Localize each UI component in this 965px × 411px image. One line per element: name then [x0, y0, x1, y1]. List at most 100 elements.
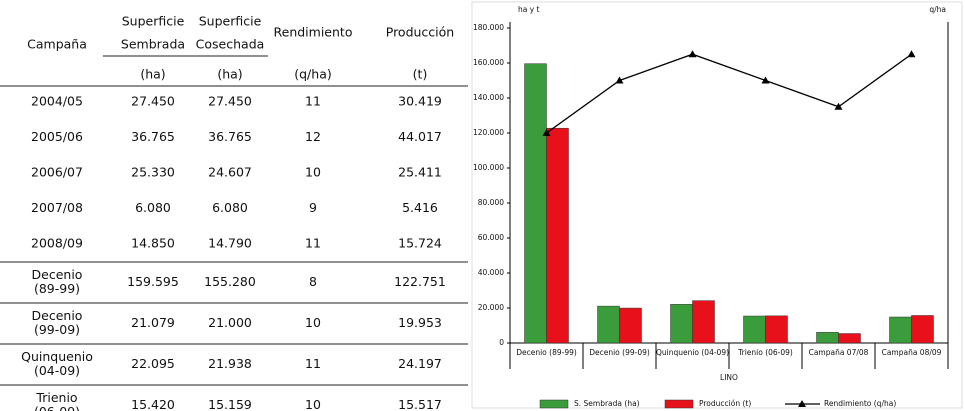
x-tick-label: Trienio (06-09) [737, 348, 793, 357]
unit: (q/ha) [294, 67, 331, 82]
bar [889, 316, 912, 344]
row-label: 2004/05 [31, 94, 83, 109]
cell: 12 [305, 129, 321, 144]
x-tick-label: Decenio (99-09) [589, 348, 650, 357]
unit: (ha) [217, 67, 242, 82]
cell: 24.197 [398, 356, 442, 371]
line-marker [542, 129, 551, 136]
row-label: 2006/07 [31, 165, 83, 180]
x-tick-label: Campaña 07/08 [809, 348, 869, 357]
cell: 15.724 [398, 236, 442, 251]
cell: 10 [305, 165, 321, 180]
row-label: 2008/09 [31, 236, 83, 251]
legend-swatch [539, 399, 569, 409]
y-tick-label: 160.000 [473, 58, 504, 67]
cell: 36.765 [131, 129, 175, 144]
legend-swatch [664, 399, 694, 409]
cell: 15.159 [208, 397, 252, 411]
cell: 44.017 [398, 129, 442, 144]
y-axis-title: ha y t [518, 5, 540, 14]
cell: 21.079 [131, 315, 175, 330]
cell: 159.595 [127, 274, 179, 289]
column-header: Cosechada [196, 37, 265, 52]
bar [838, 333, 861, 344]
bar [670, 304, 693, 344]
cell: 9 [309, 200, 317, 215]
cell: 122.751 [394, 274, 446, 289]
y-tick-label: 140.000 [473, 93, 504, 102]
bar [765, 315, 788, 344]
cell: 22.095 [131, 356, 175, 371]
y-tick-label: 0 [499, 338, 504, 347]
y-tick-label: 120.000 [473, 128, 504, 137]
y-tick-label: 20.000 [478, 303, 504, 312]
x-axis-title: LINO [720, 373, 738, 382]
y2-axis-title: q/ha [929, 5, 946, 14]
cell: 27.450 [131, 94, 175, 109]
legend-label: Producción (t) [699, 399, 751, 408]
column-header: Superficie [199, 14, 262, 29]
x-tick-label: Quinquenio (04-09) [656, 348, 729, 357]
cell: 8 [309, 274, 317, 289]
unit: (ha) [140, 67, 165, 82]
y-tick-label: 40.000 [478, 268, 504, 277]
cell: 25.411 [398, 165, 442, 180]
cell: 27.450 [208, 94, 252, 109]
unit: (t) [413, 67, 428, 82]
row-label: (99-09) [34, 322, 80, 337]
bar [692, 300, 715, 344]
y-tick-label: 80.000 [478, 198, 504, 207]
cell: 11 [305, 356, 321, 371]
legend-label: S. Sembrada (ha) [574, 399, 640, 408]
row-label: (04-09) [34, 363, 80, 378]
y-tick-label: 100.000 [473, 163, 504, 172]
bar [911, 315, 934, 344]
bar [743, 315, 766, 344]
x-tick-label: Decenio (89-99) [516, 348, 577, 357]
cell: 155.280 [204, 274, 256, 289]
cell: 30.419 [398, 94, 442, 109]
cell: 6.080 [212, 200, 248, 215]
y-tick-label: 60.000 [478, 233, 504, 242]
row-label: Trienio [35, 390, 77, 405]
column-header: Campaña [27, 37, 87, 52]
cell: 19.953 [398, 315, 442, 330]
row-label: Quinquenio [21, 349, 93, 364]
cell: 15.517 [398, 397, 442, 411]
line-marker [834, 102, 843, 110]
cell: 24.607 [208, 165, 252, 180]
cell: 21.000 [208, 315, 252, 330]
cell: 11 [305, 236, 321, 251]
row-label: (06-09) [34, 404, 80, 411]
line-marker [761, 76, 770, 84]
line-marker [688, 50, 697, 58]
cell: 25.330 [131, 165, 175, 180]
cell: 21.938 [208, 356, 252, 371]
cell: 10 [305, 397, 321, 411]
column-header: Superficie [122, 14, 185, 29]
cell: 11 [305, 94, 321, 109]
y-tick-label: 180.000 [473, 23, 504, 32]
cell: 15.420 [131, 397, 175, 411]
bar [816, 332, 839, 344]
row-label: Decenio [32, 308, 83, 323]
column-header: Rendimiento [274, 25, 353, 40]
cell: 5.416 [402, 200, 438, 215]
bar [546, 127, 569, 344]
cell: 14.790 [208, 236, 252, 251]
column-header: Sembrada [121, 37, 185, 52]
cell: 6.080 [135, 200, 171, 215]
bar [619, 307, 642, 344]
line [546, 53, 912, 134]
line-marker [615, 76, 624, 84]
row-label: (89-99) [34, 281, 80, 296]
bar [524, 63, 547, 344]
legend-label: Rendimiento (q/ha) [824, 399, 896, 408]
chart-frame [471, 1, 963, 409]
line-marker [907, 50, 916, 58]
cell: 14.850 [131, 236, 175, 251]
legend-swatch [798, 400, 806, 407]
row-label: 2007/08 [31, 200, 83, 215]
x-tick-label: Campaña 08/09 [882, 348, 942, 357]
